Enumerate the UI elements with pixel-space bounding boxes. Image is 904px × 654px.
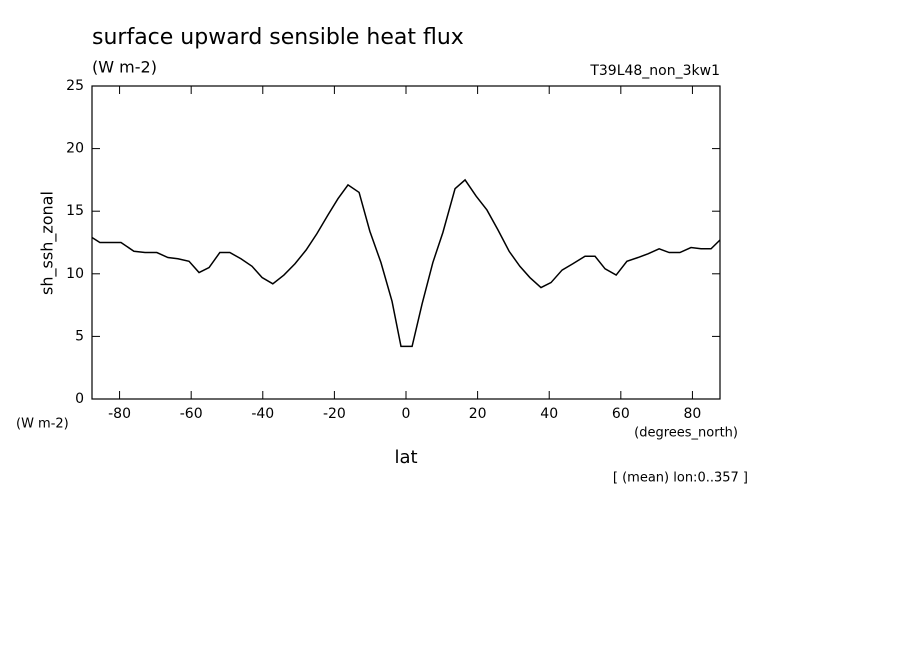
y-tick-label: 0 — [75, 391, 84, 407]
y-tick-label: 5 — [75, 328, 84, 344]
y-tick-label: 20 — [66, 141, 84, 157]
x-tick-label: 0 — [402, 406, 411, 422]
y-tick-label: 25 — [66, 78, 84, 94]
y-axis-label: sh_ssh_zonal — [38, 191, 58, 295]
x-tick-label: 20 — [469, 406, 487, 422]
x-tick-label: 80 — [684, 406, 702, 422]
chart-subtitle: (W m-2) — [92, 58, 157, 77]
y-tick-label: 15 — [66, 203, 84, 219]
x-tick-label: 60 — [612, 406, 630, 422]
x-tick-label: -20 — [323, 406, 346, 422]
x-tick-label: -80 — [108, 406, 131, 422]
run-label: T39L48_non_3kw1 — [589, 63, 720, 79]
plot-frame — [91, 85, 721, 400]
chart-title: surface upward sensible heat flux — [92, 25, 464, 50]
data-line — [91, 178, 721, 348]
x-axis-label: lat — [394, 447, 417, 468]
x-tick-label: -60 — [180, 406, 203, 422]
x-tick-label: -40 — [251, 406, 274, 422]
x-units: (degrees_north) — [634, 426, 738, 441]
y-tick-label: 10 — [66, 266, 84, 282]
note: [ (mean) lon:0..357 ] — [613, 471, 748, 486]
y-units: (W m-2) — [16, 417, 69, 432]
x-tick-label: 40 — [540, 406, 558, 422]
